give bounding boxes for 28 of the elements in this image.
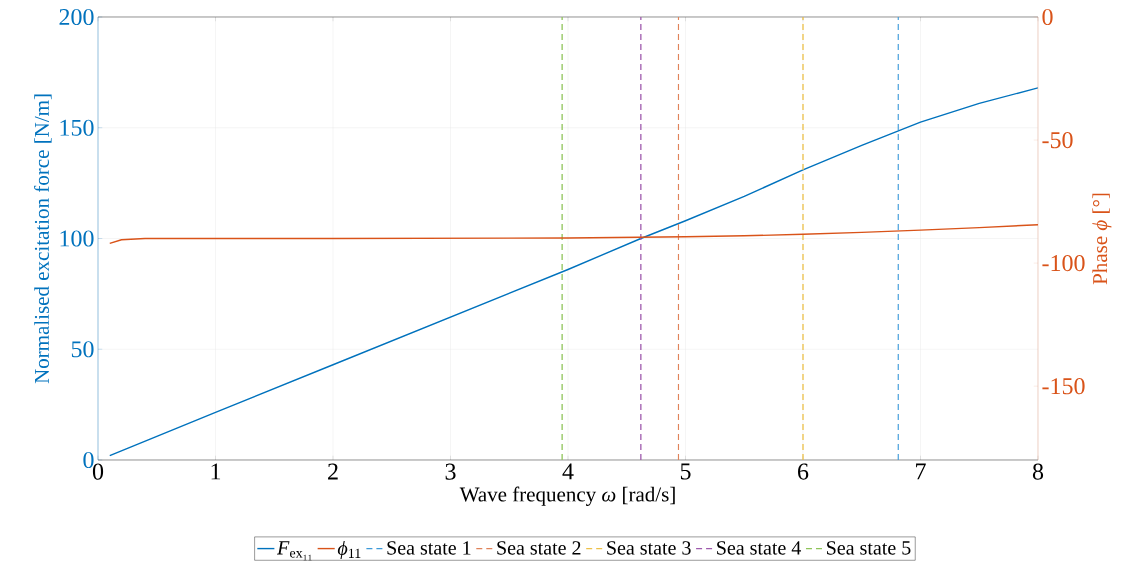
x-tick-label: 6	[798, 463, 809, 480]
x-tick-label: 5	[680, 463, 691, 480]
y-tick-label: 50	[71, 341, 94, 358]
legend-label: ϕ$_{11}$	[337, 540, 361, 560]
y-tick-label: 200	[59, 8, 94, 26]
y-tick-label: 150	[60, 119, 94, 136]
x-tick-label: 4	[562, 463, 574, 480]
y-tick-label: 100	[60, 230, 94, 247]
legend-label: Sea state 1	[387, 541, 471, 555]
legend-label: Sea state 4	[717, 541, 802, 555]
legend-label: Sea state 5	[827, 541, 911, 555]
y-axis-title: Normalised excitation force [N/m]	[34, 94, 52, 384]
x-tick-label: 7	[916, 463, 926, 480]
legend-label: F$_{ex₁₁}$	[276, 541, 312, 561]
y2-axis-title: Phase ϕ [°]	[1092, 193, 1112, 285]
x-tick-label: 2	[328, 463, 338, 480]
x-tick-label: 8	[1032, 463, 1044, 480]
legend-label: Sea state 3	[607, 541, 691, 555]
x-tick-label: 3	[445, 463, 456, 480]
y2-tick-label: -100	[1042, 255, 1085, 272]
y2-tick-label: 0	[1042, 8, 1053, 26]
legend-label: Sea state 2	[497, 541, 581, 555]
x-axis-title: Wave frequency ω [rad/s]	[459, 486, 675, 506]
y2-tick-label: -50	[1042, 131, 1073, 149]
line-series	[109, 224, 1038, 245]
y2-tick-label: -150	[1042, 378, 1085, 395]
x-tick-label: 1	[211, 463, 221, 480]
y-tick-label: 0	[83, 451, 94, 469]
